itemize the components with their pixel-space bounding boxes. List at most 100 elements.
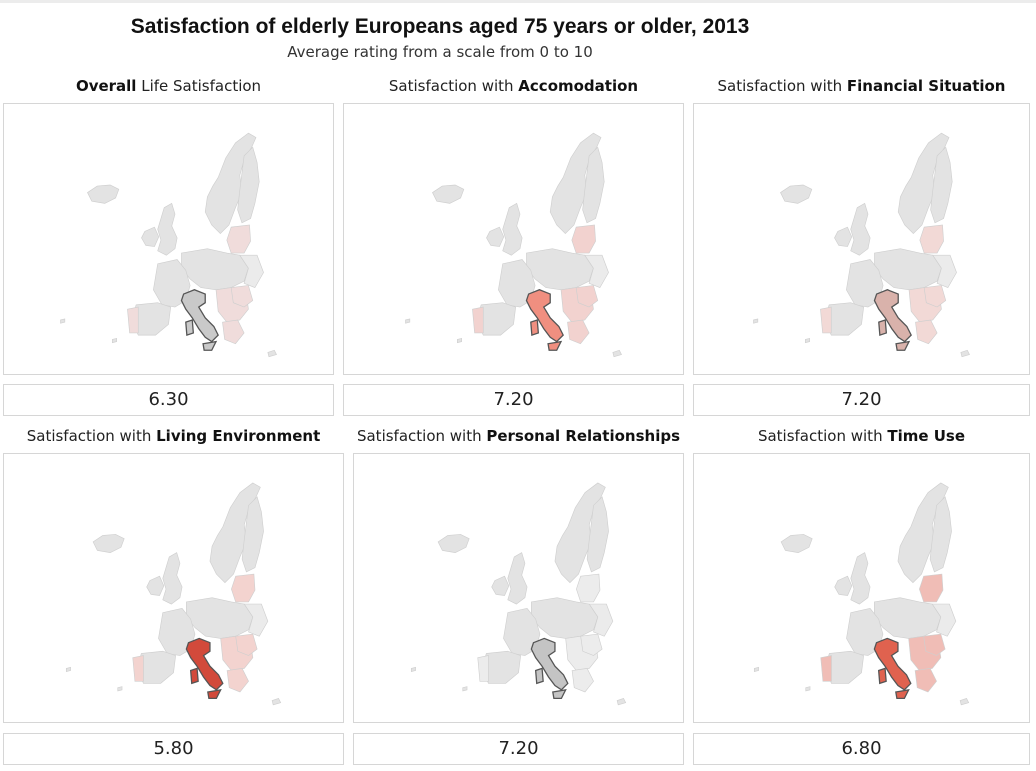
country-iceland[interactable]: [432, 184, 465, 204]
country-sicily-highlight[interactable]: [207, 688, 222, 700]
map-personal-relationships[interactable]: [353, 453, 684, 723]
map-living-environment[interactable]: [3, 453, 344, 723]
country-central[interactable]: [874, 597, 942, 639]
country-islet-a[interactable]: [753, 666, 759, 673]
country-greece[interactable]: [915, 319, 938, 345]
country-ireland[interactable]: [491, 575, 510, 596]
country-baltics[interactable]: [576, 573, 601, 603]
country-italy-highlight[interactable]: [180, 289, 219, 343]
country-islet-b[interactable]: [805, 337, 810, 344]
country-cyprus[interactable]: [612, 349, 622, 358]
country-iceland[interactable]: [437, 534, 470, 553]
country-france[interactable]: [846, 608, 884, 656]
country-ireland[interactable]: [486, 226, 505, 247]
country-cyprus[interactable]: [267, 349, 277, 358]
country-iceland[interactable]: [780, 534, 813, 553]
europe-map[interactable]: [354, 454, 683, 722]
country-eastern[interactable]: [584, 254, 609, 289]
country-islet-b[interactable]: [805, 686, 811, 692]
country-portugal[interactable]: [132, 655, 144, 682]
country-central[interactable]: [874, 248, 942, 291]
country-central[interactable]: [526, 248, 594, 291]
map-accomodation[interactable]: [343, 103, 684, 375]
country-ireland[interactable]: [141, 226, 160, 247]
country-greece[interactable]: [571, 668, 594, 693]
country-central[interactable]: [181, 248, 249, 291]
country-eastern[interactable]: [243, 603, 269, 637]
country-france[interactable]: [158, 608, 196, 656]
country-baltics[interactable]: [571, 224, 596, 254]
country-portugal[interactable]: [127, 306, 139, 334]
country-ireland[interactable]: [834, 226, 853, 247]
map-financial[interactable]: [693, 103, 1030, 375]
country-uk[interactable]: [507, 552, 528, 605]
country-iceland[interactable]: [87, 184, 120, 204]
country-greece[interactable]: [222, 319, 245, 345]
country-uk[interactable]: [162, 552, 183, 605]
country-ireland[interactable]: [834, 575, 853, 596]
country-baltics[interactable]: [226, 224, 251, 254]
country-finland[interactable]: [930, 146, 953, 224]
country-france[interactable]: [498, 259, 536, 308]
country-portugal[interactable]: [477, 655, 489, 682]
map-time-use[interactable]: [693, 453, 1030, 723]
country-eastern[interactable]: [239, 254, 264, 289]
country-romania[interactable]: [230, 285, 254, 308]
country-portugal[interactable]: [820, 655, 832, 682]
country-baltics[interactable]: [919, 224, 944, 254]
country-islet-a[interactable]: [405, 318, 411, 324]
country-sardinia-highlight[interactable]: [185, 319, 195, 336]
country-sicily-highlight[interactable]: [547, 340, 563, 351]
country-cyprus[interactable]: [616, 698, 627, 706]
country-romania[interactable]: [235, 633, 258, 656]
country-greece[interactable]: [226, 668, 249, 693]
country-romania[interactable]: [923, 633, 946, 656]
country-islet-a[interactable]: [60, 318, 66, 324]
country-uk[interactable]: [850, 202, 871, 256]
country-sicily-highlight[interactable]: [895, 688, 910, 700]
country-finland[interactable]: [582, 146, 605, 224]
country-italy-highlight[interactable]: [530, 637, 569, 691]
country-islet-b[interactable]: [457, 337, 462, 344]
country-italy-highlight[interactable]: [185, 637, 224, 691]
country-eastern[interactable]: [931, 603, 957, 637]
europe-map[interactable]: [4, 454, 343, 722]
country-cyprus[interactable]: [960, 349, 970, 358]
europe-map[interactable]: [694, 454, 1029, 722]
europe-map[interactable]: [4, 104, 333, 374]
country-sardinia-highlight[interactable]: [878, 319, 888, 336]
country-finland[interactable]: [241, 496, 264, 573]
country-ireland[interactable]: [146, 575, 165, 596]
map-overall[interactable]: [3, 103, 334, 375]
country-sicily-highlight[interactable]: [202, 340, 218, 351]
country-iceland[interactable]: [780, 184, 813, 204]
country-central[interactable]: [531, 597, 599, 639]
country-sardinia-highlight[interactable]: [534, 667, 544, 685]
country-cyprus[interactable]: [271, 698, 282, 706]
country-italy-highlight[interactable]: [525, 289, 564, 343]
country-eastern[interactable]: [588, 603, 614, 637]
country-baltics[interactable]: [231, 573, 256, 603]
country-romania[interactable]: [923, 285, 947, 308]
country-france[interactable]: [503, 608, 541, 656]
country-islet-a[interactable]: [65, 666, 71, 673]
country-sicily-highlight[interactable]: [552, 688, 567, 700]
country-islet-a[interactable]: [753, 318, 759, 324]
country-romania[interactable]: [575, 285, 599, 308]
europe-map[interactable]: [344, 104, 683, 374]
country-italy-highlight[interactable]: [873, 289, 912, 343]
country-romania[interactable]: [580, 633, 603, 656]
country-cyprus[interactable]: [959, 698, 970, 706]
country-central[interactable]: [186, 597, 254, 639]
country-uk[interactable]: [157, 202, 178, 256]
country-islet-b[interactable]: [112, 337, 117, 344]
country-iceland[interactable]: [92, 534, 125, 553]
country-finland[interactable]: [586, 496, 609, 573]
country-france[interactable]: [846, 259, 884, 308]
country-finland[interactable]: [929, 496, 952, 573]
country-portugal[interactable]: [472, 306, 484, 334]
country-uk[interactable]: [502, 202, 523, 256]
country-france[interactable]: [153, 259, 191, 308]
country-uk[interactable]: [850, 552, 871, 605]
country-islet-b[interactable]: [117, 686, 123, 692]
